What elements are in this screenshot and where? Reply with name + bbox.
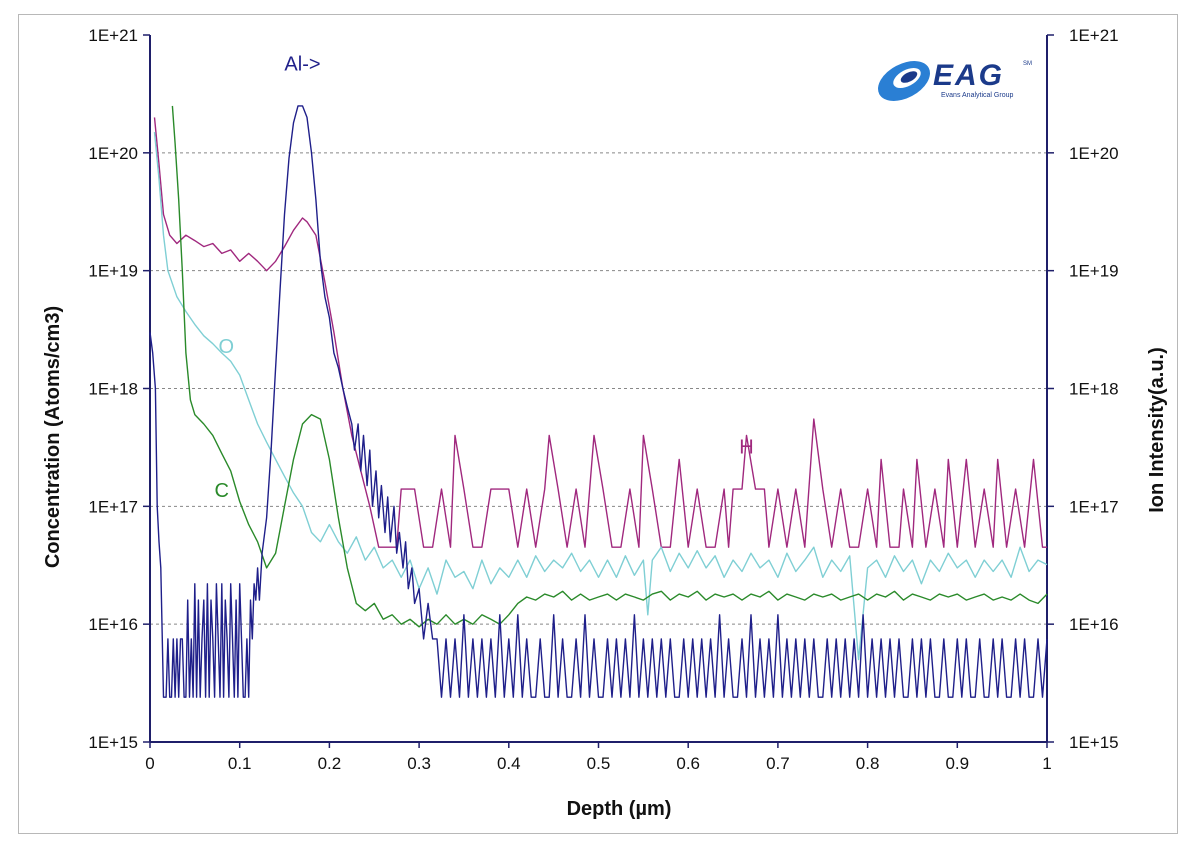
y-tick-label: 1E+19	[88, 262, 138, 281]
y-tick-label: 1E+21	[88, 26, 138, 45]
y2-tick-label: 1E+16	[1069, 615, 1119, 634]
x-tick-label: 0.4	[497, 754, 521, 773]
left-y-axis-ticks: 1E+15 1E+16 1E+17 1E+18 1E+19 1E+20 1E+21	[88, 26, 150, 752]
x-tick-label: 0.1	[228, 754, 252, 773]
y-axis-title: Concentration (Atoms/cm3)	[42, 306, 64, 568]
logo-swoosh-core-icon	[900, 71, 918, 83]
series-line-h	[153, 117, 1047, 548]
y-tick-label: 1E+20	[88, 144, 138, 163]
right-y-axis-ticks: 1E+15 1E+16 1E+17 1E+18 1E+19 1E+20 1E+21	[1047, 26, 1119, 752]
x-tick-label: 0.7	[766, 754, 790, 773]
x-tick-label: 0.6	[676, 754, 700, 773]
y-tick-label: 1E+16	[88, 615, 138, 634]
x-tick-label: 1	[1042, 754, 1051, 773]
x-tick-label: 0.3	[407, 754, 431, 773]
series-label-al: Al->	[284, 53, 320, 75]
x-axis-title: Depth (µm)	[567, 798, 672, 820]
x-tick-label: 0.8	[856, 754, 880, 773]
x-tick-label: 0.5	[587, 754, 611, 773]
series-line-al	[149, 105, 1048, 698]
series-label-o: O	[218, 336, 234, 358]
x-tick-label: 0.9	[945, 754, 969, 773]
eag-logo: EAG SM Evans Analytical Group	[878, 59, 1032, 101]
y2-tick-label: 1E+19	[1069, 262, 1119, 281]
concentration-depth-chart: 1E+15 1E+16 1E+17 1E+18 1E+19 1E+20 1E+21 1E+1…	[42, 26, 1168, 820]
y2-tick-label: 1E+15	[1069, 733, 1119, 752]
logo-service-mark: SM	[1023, 61, 1032, 67]
y2-tick-label: 1E+21	[1069, 26, 1119, 45]
logo-wordmark: EAG	[933, 59, 1004, 92]
x-axis-ticks: 0 0.1 0.2 0.3 0.4 0.5 0.6 0.7 0.8 0.9 1	[145, 742, 1052, 773]
y-tick-label: 1E+18	[88, 380, 138, 399]
x-tick-label: 0.2	[318, 754, 342, 773]
y2-axis-title: Ion Intensity(a.u.)	[1146, 347, 1168, 513]
y2-tick-label: 1E+18	[1069, 380, 1119, 399]
y2-tick-label: 1E+17	[1069, 497, 1119, 516]
y-tick-label: 1E+17	[88, 497, 138, 516]
chart-frame: 1E+15 1E+16 1E+17 1E+18 1E+19 1E+20 1E+21 1E+1…	[18, 14, 1178, 834]
y2-tick-label: 1E+20	[1069, 144, 1119, 163]
series-label-h: H	[739, 437, 753, 459]
y-tick-label: 1E+15	[88, 733, 138, 752]
logo-tagline: Evans Analytical Group	[941, 92, 1013, 99]
series-line-c	[171, 105, 1048, 628]
x-tick-label: 0	[145, 754, 154, 773]
series-lines	[149, 105, 1048, 698]
series-labels: Al-> O C H	[215, 53, 754, 502]
series-label-c: C	[215, 480, 229, 502]
series-line-o	[153, 132, 1048, 661]
